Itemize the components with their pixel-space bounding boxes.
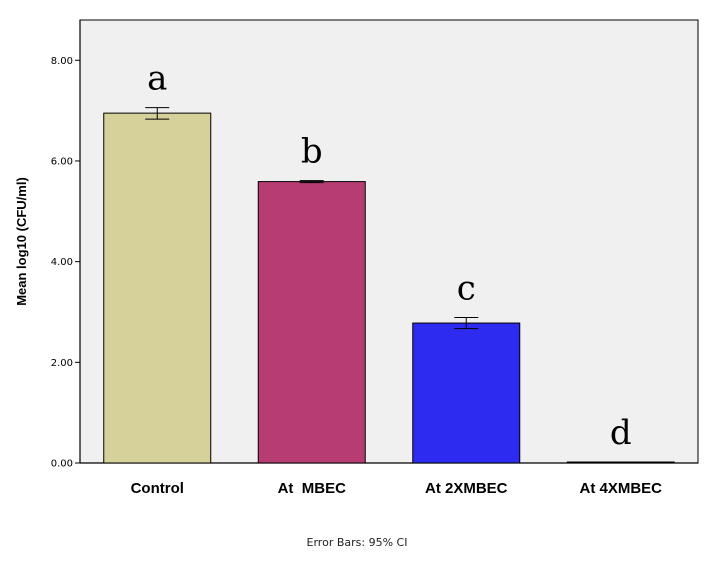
significance-letter: d [610, 413, 632, 453]
significance-letter: a [147, 59, 167, 99]
bar [257, 181, 366, 464]
bars-group: a b c d [103, 59, 675, 464]
x-category-label: At 2XMBEC [425, 480, 508, 497]
y-tick-label: 4.00 [51, 257, 73, 268]
y-tick-label: 8.00 [51, 56, 73, 67]
y-axis-title: Mean log10 (CFU/ml) [14, 177, 29, 306]
bar [412, 322, 521, 464]
significance-letter: c [457, 269, 476, 309]
y-tick-label: 0.00 [51, 459, 73, 470]
x-axis-labels: Control At MBEC At 2XMBEC At 4XMBEC [131, 480, 663, 497]
bar [103, 112, 212, 464]
y-tick-label: 2.00 [51, 358, 73, 369]
x-category-label: Control [131, 480, 184, 497]
x-category-label: At MBEC [278, 480, 346, 497]
x-category-label: At 4XMBEC [579, 480, 662, 497]
y-tick-label: 6.00 [51, 156, 73, 167]
error-bars-note: Error Bars: 95% CI [306, 536, 408, 549]
significance-letter: b [301, 132, 323, 172]
